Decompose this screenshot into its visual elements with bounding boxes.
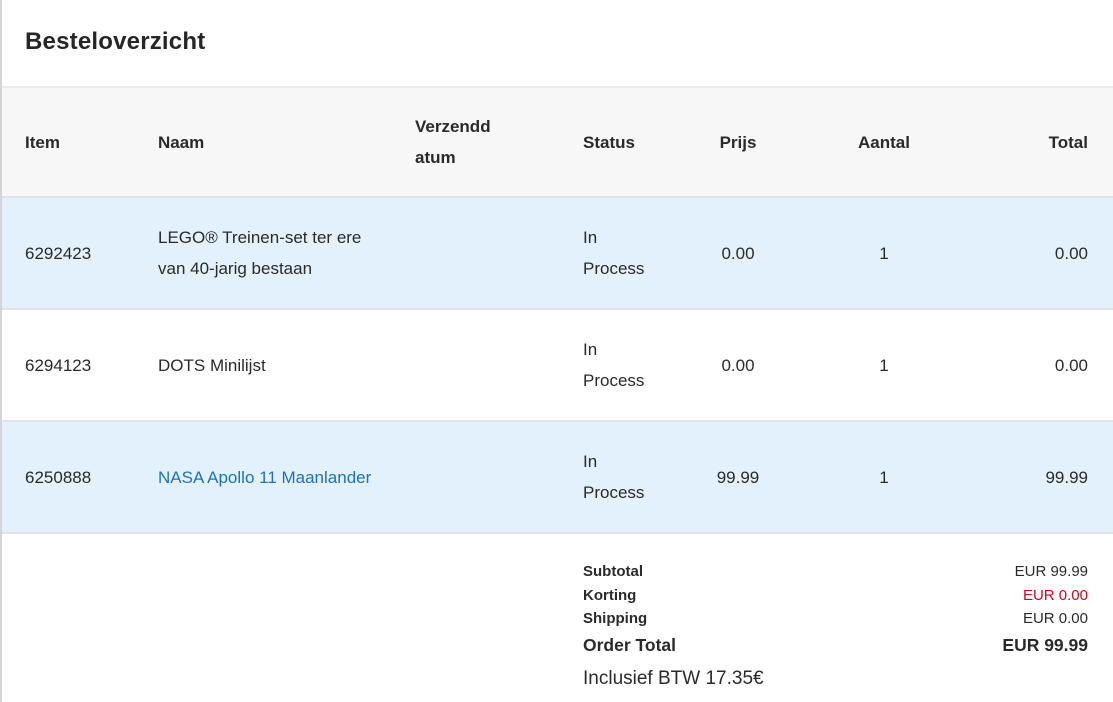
col-header-total: Total xyxy=(1048,132,1088,152)
status-text: In Process xyxy=(583,452,645,502)
cell-quantity: 1 xyxy=(879,467,889,487)
col-header-verzenddatum-label: Verzenddatum xyxy=(415,117,491,167)
shipping-value: EUR 0.00 xyxy=(1022,610,1088,627)
korting-label: Korting xyxy=(583,586,637,604)
cell-status: In Process xyxy=(583,421,685,533)
tax-note: Inclusief BTW 17.35€ xyxy=(583,667,764,689)
page-title: Besteloverzicht xyxy=(25,28,206,55)
status-text: In Process xyxy=(583,340,645,390)
cell-product-name: NASA Apollo 11 Maanlander xyxy=(158,421,415,533)
cell-item-number: 6292423 xyxy=(25,243,92,263)
cell-quantity: 1 xyxy=(879,243,889,263)
korting-value: EUR 0.00 xyxy=(1022,586,1088,604)
cell-status: In Process xyxy=(583,309,685,421)
cell-product-name: DOTS Minilijst xyxy=(158,355,266,375)
cell-product-name: LEGO® Treinen-set ter ere van 40-jarig b… xyxy=(158,228,362,278)
cell-ship-date xyxy=(415,309,583,421)
cell-item-number: 6294123 xyxy=(25,355,92,375)
cell-ship-date xyxy=(415,197,583,309)
summary-line-order-total: Order Total EUR 99.99 xyxy=(583,631,1088,659)
table-row: 6292423 LEGO® Treinen-set ter ere van 40… xyxy=(0,197,1113,309)
page-left-border xyxy=(0,0,2,702)
table-header-row: Item Naam Verzenddatum Status Prijs Aant… xyxy=(0,87,1113,197)
subtotal-value: EUR 99.99 xyxy=(1014,563,1088,580)
cell-ship-date xyxy=(415,421,583,533)
col-header-item: Item xyxy=(25,132,60,152)
cell-price: 0.00 xyxy=(721,243,755,263)
cell-item-number: 6250888 xyxy=(25,467,92,487)
col-header-status: Status xyxy=(583,132,635,152)
subtotal-label: Subtotal xyxy=(583,563,643,580)
col-header-verzenddatum: Verzenddatum xyxy=(415,87,583,197)
cell-total: 0.00 xyxy=(1054,243,1088,263)
order-summary: Subtotal EUR 99.99 Korting EUR 0.00 Ship… xyxy=(0,534,1113,690)
table-row: 6294123 DOTS Minilijst In Process 0.00 1… xyxy=(0,309,1113,421)
cell-quantity: 1 xyxy=(879,355,889,375)
order-total-value: EUR 99.99 xyxy=(1002,634,1088,655)
col-header-naam: Naam xyxy=(158,132,205,152)
summary-line-shipping: Shipping EUR 0.00 xyxy=(583,607,1088,631)
shipping-label: Shipping xyxy=(583,610,648,627)
product-link-nasa-apollo-11[interactable]: NASA Apollo 11 Maanlander xyxy=(158,467,372,487)
status-text: In Process xyxy=(583,228,645,278)
cell-price: 99.99 xyxy=(716,467,760,487)
summary-line-korting: Korting EUR 0.00 xyxy=(583,584,1088,608)
col-header-aantal: Aantal xyxy=(858,132,910,152)
cell-total: 0.00 xyxy=(1054,355,1088,375)
summary-line-subtotal: Subtotal EUR 99.99 xyxy=(583,560,1088,584)
order-total-label: Order Total xyxy=(583,634,677,655)
cell-total: 99.99 xyxy=(1045,467,1088,487)
table-row: 6250888 NASA Apollo 11 Maanlander In Pro… xyxy=(0,421,1113,533)
cell-price: 0.00 xyxy=(721,355,755,375)
order-table: Item Naam Verzenddatum Status Prijs Aant… xyxy=(0,86,1113,534)
col-header-prijs: Prijs xyxy=(719,132,757,152)
cell-status: In Process xyxy=(583,197,685,309)
